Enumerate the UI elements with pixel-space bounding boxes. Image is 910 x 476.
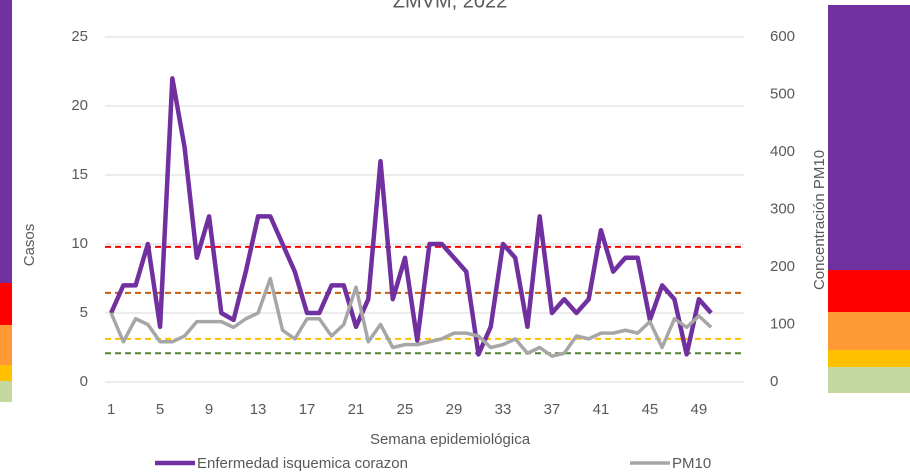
y2-tick-label: 100	[770, 315, 795, 332]
series-line	[109, 76, 713, 357]
y-tick-label: 25	[71, 28, 88, 45]
y2-axis-title: Concentración PM10	[811, 150, 828, 290]
y-tick-label: 5	[80, 304, 88, 321]
y2-tick-label: 600	[770, 28, 795, 45]
y-axis-title: Casos	[21, 224, 38, 267]
x-tick-label: 9	[205, 401, 213, 418]
y2-tick-label: 200	[770, 258, 795, 275]
x-tick-label: 13	[250, 401, 267, 418]
x-tick-label: 25	[397, 401, 414, 418]
y2-tick-label: 0	[770, 373, 778, 390]
y-tick-label: 15	[71, 166, 88, 183]
legend-label: Enfermedad isquemica corazon	[197, 455, 408, 472]
y2-tick-label: 500	[770, 85, 795, 102]
x-tick-label: 45	[642, 401, 659, 418]
y-tick-label: 0	[80, 373, 88, 390]
left-color-scale	[0, 0, 12, 402]
x-tick-label: 21	[348, 401, 365, 418]
right-color-scale	[828, 5, 910, 393]
x-tick-label: 49	[691, 401, 708, 418]
x-tick-label: 37	[544, 401, 561, 418]
x-axis-title: Semana epidemiológica	[370, 431, 531, 448]
chart-title: ZMVM, 2022	[393, 0, 507, 12]
series-line	[109, 276, 713, 358]
x-tick-label: 1	[107, 401, 115, 418]
x-tick-label: 17	[299, 401, 316, 418]
y2-tick-label: 300	[770, 200, 795, 217]
x-tick-label: 29	[446, 401, 463, 418]
x-tick-label: 41	[593, 401, 610, 418]
x-tick-label: 5	[156, 401, 164, 418]
y-tick-label: 10	[71, 235, 88, 252]
x-tick-label: 33	[495, 401, 512, 418]
legend-label: PM10	[672, 455, 711, 472]
y2-tick-label: 400	[770, 143, 795, 160]
y-tick-label: 20	[71, 97, 88, 114]
